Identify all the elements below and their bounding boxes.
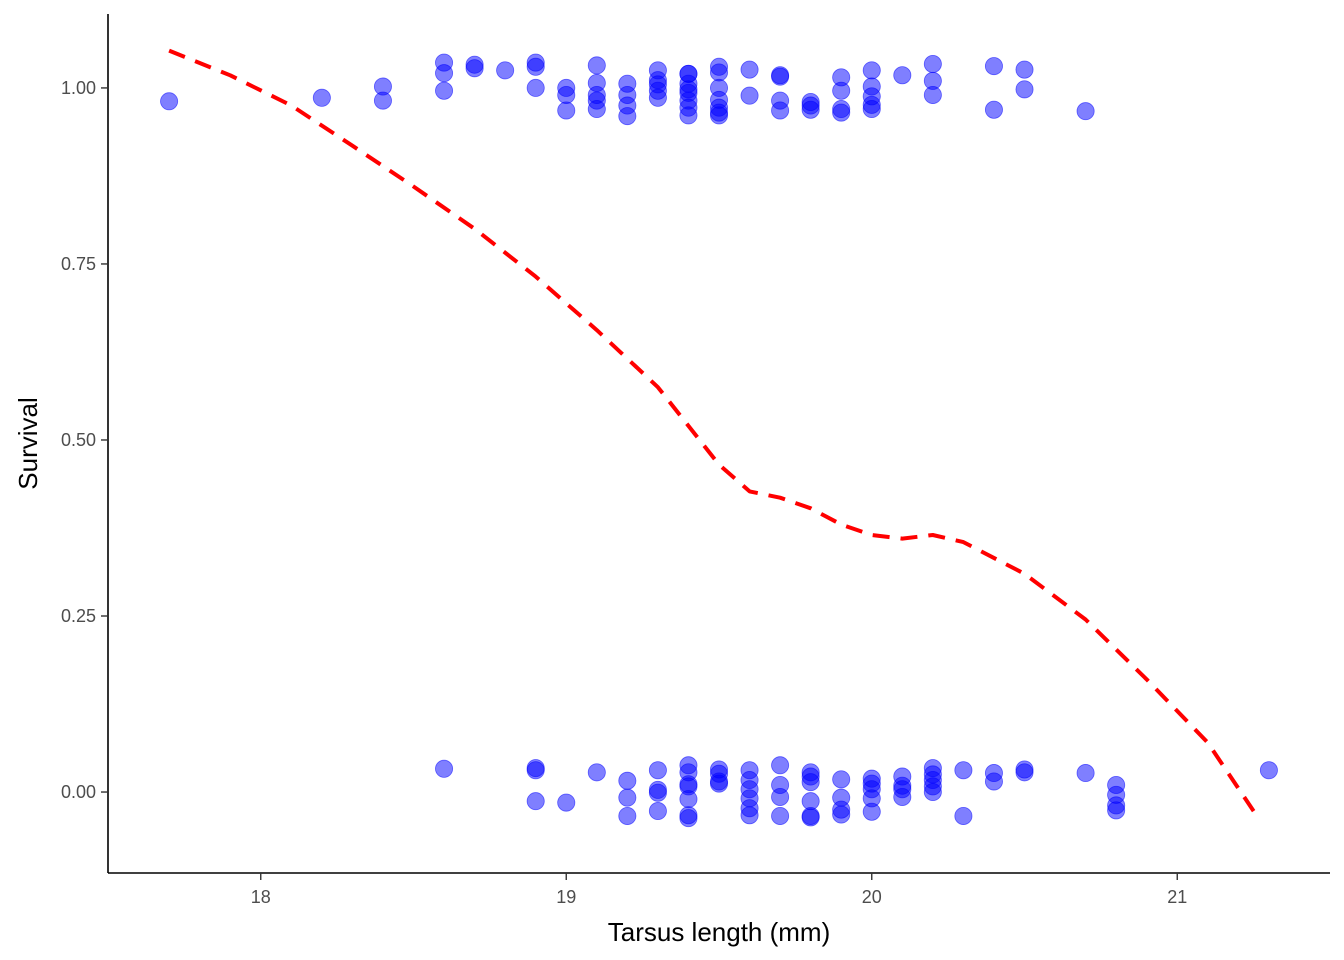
trend-line-layer [168, 48, 1262, 822]
data-point [862, 61, 881, 80]
data-point [587, 763, 606, 782]
data-point [771, 787, 790, 806]
data-point [160, 92, 179, 111]
data-point [526, 761, 545, 780]
data-point [1076, 764, 1095, 783]
data-point [1107, 801, 1126, 820]
data-point [587, 56, 606, 75]
data-point [496, 61, 515, 80]
data-point [740, 86, 759, 105]
data-point [771, 756, 790, 775]
trend-line [168, 48, 1262, 822]
data-point [862, 100, 881, 119]
data-point [618, 771, 637, 790]
data-point [893, 66, 912, 85]
y-tick-label: 0.00 [61, 782, 96, 802]
data-point [1015, 763, 1034, 782]
x-tick-label: 21 [1167, 887, 1187, 907]
data-point [954, 806, 973, 825]
data-point [526, 792, 545, 811]
data-point [1076, 102, 1095, 121]
data-point [557, 85, 576, 104]
x-axis-title: Tarsus length (mm) [608, 917, 831, 947]
data-point [435, 759, 454, 778]
y-axis-ticks: 0.00 0.25 0.50 0.75 1.00 [61, 78, 108, 802]
x-tick-label: 19 [556, 887, 576, 907]
data-point [710, 106, 729, 125]
data-point [923, 85, 942, 104]
data-point [1015, 80, 1034, 99]
data-point [648, 802, 667, 821]
data-point [801, 808, 820, 827]
data-point [587, 100, 606, 119]
data-point [710, 774, 729, 793]
data-point [435, 64, 454, 83]
data-point [832, 81, 851, 100]
data-point [679, 106, 698, 125]
data-point [893, 787, 912, 806]
y-tick-label: 0.25 [61, 606, 96, 626]
data-point [312, 88, 331, 107]
x-tick-label: 18 [251, 887, 271, 907]
data-point [801, 773, 820, 792]
data-point [923, 54, 942, 73]
y-axis-title: Survival [13, 397, 43, 489]
data-point [954, 761, 973, 780]
data-point [771, 101, 790, 120]
data-point [648, 88, 667, 107]
data-point [618, 788, 637, 807]
data-point [740, 806, 759, 825]
data-point [557, 101, 576, 120]
data-point [740, 60, 759, 79]
data-point [832, 770, 851, 789]
data-point [832, 805, 851, 824]
data-point [710, 63, 729, 82]
data-point [1259, 761, 1278, 780]
data-point [984, 772, 1003, 791]
data-point [648, 783, 667, 802]
data-point [373, 91, 392, 110]
data-point [1015, 60, 1034, 79]
x-axis-ticks: 18 19 20 21 [251, 873, 1187, 907]
data-point [465, 59, 484, 78]
y-tick-label: 0.50 [61, 430, 96, 450]
data-point [679, 809, 698, 828]
data-point [771, 806, 790, 825]
data-point [832, 103, 851, 122]
data-point [618, 806, 637, 825]
data-point [771, 67, 790, 86]
data-point [435, 81, 454, 100]
data-point [923, 783, 942, 802]
data-point [526, 57, 545, 76]
data-point [984, 100, 1003, 119]
y-tick-label: 1.00 [61, 78, 96, 98]
data-point [648, 761, 667, 780]
data-point [526, 78, 545, 97]
y-tick-label: 0.75 [61, 254, 96, 274]
data-point [801, 100, 820, 119]
points-layer [160, 53, 1278, 828]
data-point [984, 57, 1003, 76]
data-point [862, 802, 881, 821]
data-point [557, 793, 576, 812]
data-point [618, 107, 637, 126]
data-point [679, 790, 698, 809]
x-tick-label: 20 [862, 887, 882, 907]
